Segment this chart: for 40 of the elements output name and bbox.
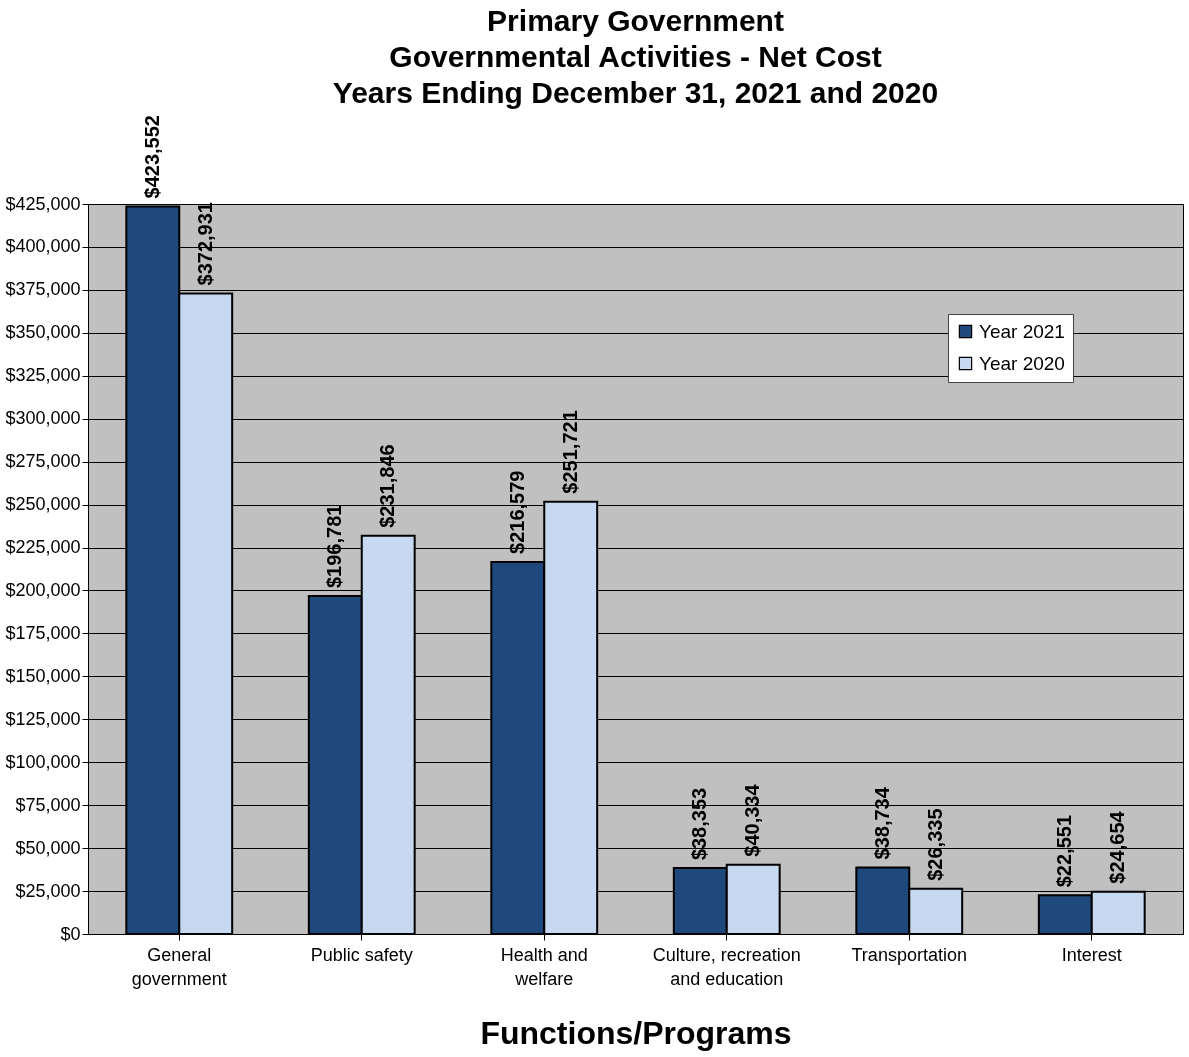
y-tick-label: $25,000 <box>15 880 81 901</box>
y-tick-label: $350,000 <box>5 322 81 343</box>
x-tick-label: Public safety <box>310 944 413 965</box>
y-tick-label: $275,000 <box>5 451 81 472</box>
y-tick-label: $50,000 <box>15 837 81 858</box>
y-tick-label: $300,000 <box>5 408 81 429</box>
y-tick-label: $250,000 <box>5 494 81 515</box>
y-tick-label: $150,000 <box>5 665 81 686</box>
data-label: $38,734 <box>870 786 893 860</box>
data-label: $26,335 <box>923 808 946 881</box>
data-label: $372,931 <box>193 202 216 286</box>
data-label: $251,721 <box>558 410 581 494</box>
y-tick-label: $175,000 <box>5 622 81 643</box>
y-tick-label: $75,000 <box>15 794 81 815</box>
y-tick-label: $0 <box>60 923 81 944</box>
data-label: $24,654 <box>1106 810 1129 884</box>
chart-title: Primary Government Governmental Activities - Net Cost Years Ending December 31, 2021 and 2020 <box>332 4 939 110</box>
x-axis-title: Functions/Programs <box>480 1014 792 1051</box>
x-tick-label: Culture, recreation and education <box>652 944 801 989</box>
y-tick-label: $400,000 <box>5 236 81 257</box>
data-label: $231,846 <box>376 444 399 528</box>
y-tick-label: $200,000 <box>5 579 81 600</box>
data-label: $196,781 <box>323 504 346 588</box>
data-label: $423,552 <box>140 115 163 199</box>
x-tick-label: Interest <box>1061 944 1122 965</box>
data-label: $38,353 <box>688 787 711 861</box>
y-tick-label: $225,000 <box>5 537 81 558</box>
legend-label: Year 2021 <box>979 320 1065 342</box>
y-tick-label: $425,000 <box>5 193 81 214</box>
legend-label: Year 2020 <box>979 352 1065 374</box>
y-tick-label: $125,000 <box>5 708 81 729</box>
y-tick-label: $100,000 <box>5 751 81 772</box>
data-label: $22,551 <box>1053 814 1076 888</box>
data-label: $216,579 <box>505 470 528 554</box>
y-tick-label: $375,000 <box>5 279 81 300</box>
data-label: $40,334 <box>741 783 764 857</box>
y-tick-label: $325,000 <box>5 365 81 386</box>
x-tick-label: General government <box>131 944 227 989</box>
x-tick-label: Transportation <box>851 944 967 965</box>
x-tick-label: Health and welfare <box>500 944 588 989</box>
